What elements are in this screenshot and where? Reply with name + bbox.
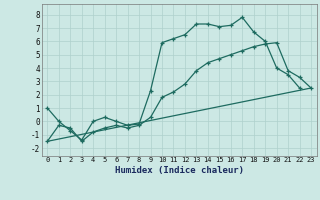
- X-axis label: Humidex (Indice chaleur): Humidex (Indice chaleur): [115, 166, 244, 175]
